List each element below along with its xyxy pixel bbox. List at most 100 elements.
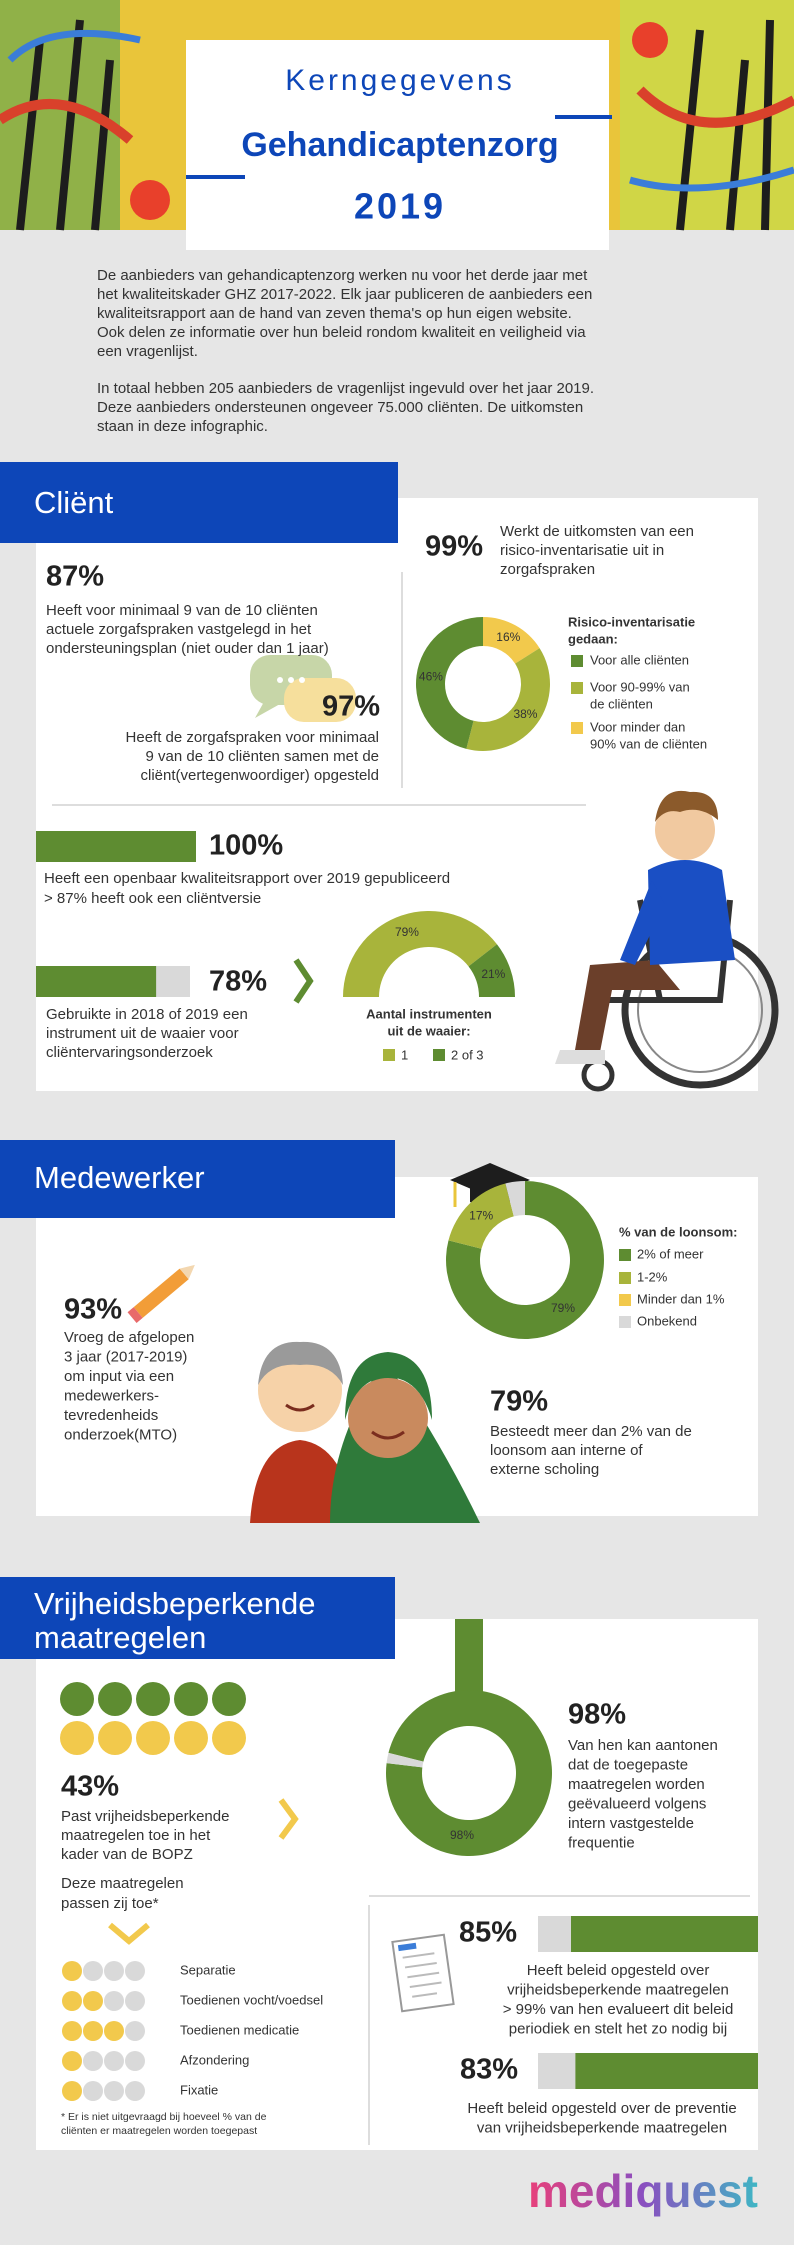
text: externe scholing — [490, 1461, 599, 1478]
year: 2019 — [354, 186, 446, 227]
dot — [60, 1721, 94, 1755]
dot — [83, 2051, 103, 2071]
chevron — [278, 1798, 299, 1840]
segment-label: 98% — [450, 1828, 474, 1842]
text: kader van de BOPZ — [61, 1846, 193, 1863]
wheelchair-person — [555, 790, 779, 1092]
bar — [36, 831, 196, 862]
measure-row — [62, 2051, 145, 2071]
text: cliënt(vertegenwoordiger) opgesteld — [141, 767, 379, 784]
segment-label: 17% — [469, 1208, 493, 1222]
legend-title: uit de waaier: — [387, 1023, 470, 1038]
donut-segment — [386, 1752, 424, 1768]
dot — [83, 1961, 103, 1981]
people — [250, 1341, 480, 1523]
bar — [575, 2053, 758, 2089]
intro-text: Deze aanbieders ondersteunen ongeveer 75… — [97, 399, 583, 416]
segment-label: 38% — [513, 707, 537, 721]
measure-label: Toedienen medicatie — [180, 2022, 299, 2037]
donut-segment — [446, 1181, 604, 1340]
text: geëvalueerd volgens — [568, 1795, 706, 1812]
key-figure: 43% — [61, 1771, 119, 1803]
dot — [125, 1991, 145, 2011]
text: dat de toegepaste — [568, 1756, 688, 1773]
text: loonsom aan interne of — [490, 1442, 643, 1459]
bar — [571, 1916, 758, 1952]
text: medewerkers- — [64, 1387, 159, 1404]
key-figure: 99% — [425, 531, 483, 563]
dot — [62, 1961, 82, 1981]
dot — [125, 2081, 145, 2101]
text: Gebruikte in 2018 of 2019 een — [46, 1006, 248, 1023]
pencil — [127, 1264, 195, 1324]
key-figure: 93% — [64, 1294, 122, 1326]
measure-label: Toedienen vocht/voedsel — [180, 1992, 323, 2007]
measure-row — [62, 1961, 145, 1981]
measure-row — [62, 2021, 145, 2041]
text: Heeft de zorgafspraken voor minimaal — [126, 729, 379, 746]
text: zorgafspraken — [500, 561, 595, 578]
section-tab — [0, 1577, 395, 1659]
segment-label: 21% — [481, 967, 505, 981]
text: instrument uit de waaier voor — [46, 1025, 239, 1042]
footnote: cliënten er maatregelen worden toegepast — [61, 2125, 257, 2137]
legend-swatch — [433, 1049, 445, 1061]
text: cliëntervaringsonderzoek — [46, 1044, 213, 1061]
legend-label: Onbekend — [637, 1313, 697, 1328]
intro-text: Ook delen ze informatie over hun beleid … — [97, 324, 586, 341]
legend-label: Voor minder dan — [590, 719, 685, 734]
donut-segment — [468, 944, 515, 997]
section-tab — [0, 1140, 395, 1218]
dot — [174, 1682, 208, 1716]
donut-segment — [342, 910, 497, 997]
measure-label: Separatie — [180, 1962, 236, 1977]
footnote: * Er is niet uitgevraagd bij hoeveel % v… — [61, 2111, 267, 2123]
segment-label: 79% — [395, 925, 419, 939]
key-figure: 79% — [490, 1386, 548, 1418]
intro-text: een vragenlijst. — [97, 343, 198, 360]
intro-text: kwaliteitsrapport aan de hand van zeven … — [97, 305, 572, 322]
dot — [212, 1721, 246, 1755]
text: > 99% van hen evalueert dit beleid — [503, 2001, 734, 2018]
legend-swatch — [571, 682, 583, 694]
legend-label: Voor alle cliënten — [590, 652, 689, 667]
legend-label: de cliënten — [590, 696, 653, 711]
donut-segment — [505, 1181, 525, 1217]
text: van vrijheidsbeperkende maatregelen — [477, 2119, 727, 2136]
text: frequentie — [568, 1834, 635, 1851]
text: maatregelen toe in het — [61, 1827, 211, 1844]
legend-title: gedaan: — [568, 631, 618, 646]
intro-text: het kwaliteitskader GHZ 2017-2022. Elk j… — [97, 286, 592, 303]
donut-segment — [448, 1183, 514, 1249]
key-figure: 97% — [322, 691, 380, 723]
dot — [136, 1721, 170, 1755]
title-box — [186, 40, 609, 250]
dot-grid — [60, 1682, 246, 1755]
section-tab — [0, 462, 398, 543]
text: Besteedt meer dan 2% van de — [490, 1423, 692, 1440]
text: passen zij toe* — [61, 1895, 159, 1912]
legend-swatch — [619, 1272, 631, 1284]
intro-text: staan in deze infographic. — [97, 418, 268, 435]
key-figure: 87% — [46, 561, 104, 593]
section-title: Vrijheidsbeperkende — [34, 1586, 315, 1621]
legend-title: Aantal instrumenten — [366, 1006, 492, 1021]
dot — [125, 1961, 145, 1981]
text: Heeft beleid opgesteld over — [527, 1962, 710, 1979]
dot — [104, 2051, 124, 2071]
donut-stem — [455, 1619, 483, 1695]
legend-swatch — [571, 655, 583, 667]
legend-label: Voor 90-99% van — [590, 679, 690, 694]
speech-bubbles — [250, 655, 356, 722]
document-icon — [391, 1933, 455, 2013]
text: intern vastgestelde — [568, 1815, 694, 1832]
text: tevredenheids — [64, 1407, 158, 1424]
dot — [60, 1682, 94, 1716]
text: > 87% heeft ook een cliëntversie — [44, 890, 261, 907]
dot — [104, 1961, 124, 1981]
section-title: Cliënt — [34, 485, 114, 520]
legend-label: 2 of 3 — [451, 1047, 484, 1062]
dot — [125, 2051, 145, 2071]
measure-row — [62, 2081, 145, 2101]
